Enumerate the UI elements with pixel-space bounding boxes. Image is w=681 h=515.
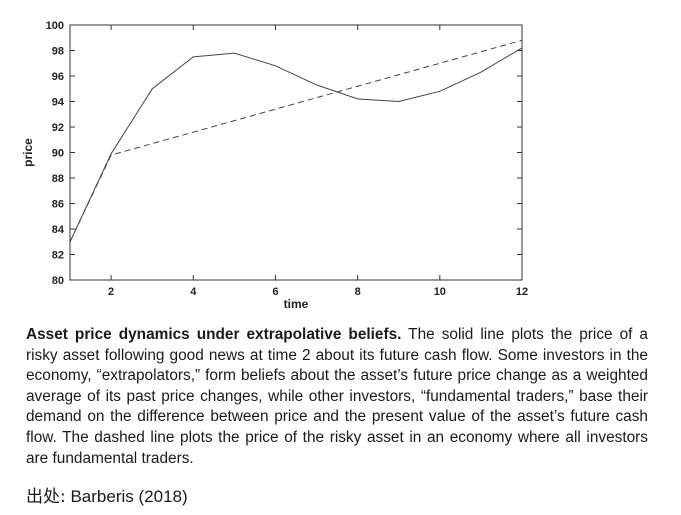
x-axis-ticks: 2 4 6 8 10 12 bbox=[108, 25, 528, 298]
plot-frame bbox=[69, 24, 523, 281]
x-tick-label: 12 bbox=[516, 286, 528, 298]
caption-body: The solid line plots the price of a risk… bbox=[26, 326, 648, 467]
y-tick-label: 92 bbox=[52, 122, 64, 134]
x-tick-label: 4 bbox=[190, 286, 197, 298]
solid-price-line bbox=[69, 47, 523, 243]
y-tick-label: 84 bbox=[52, 224, 65, 236]
caption-title: Asset price dynamics under extrapolative… bbox=[26, 326, 402, 343]
y-axis-ticks: 80 82 84 86 88 90 92 94 96 98 100 bbox=[46, 20, 522, 287]
source-prefix: 出处: bbox=[26, 487, 66, 507]
y-tick-label: 100 bbox=[46, 20, 64, 32]
y-tick-label: 86 bbox=[52, 199, 64, 211]
y-tick-label: 98 bbox=[52, 46, 64, 58]
y-tick-label: 96 bbox=[52, 71, 64, 83]
x-axis-label: time bbox=[284, 297, 309, 311]
source-citation: 出处: Barberis (2018) bbox=[26, 482, 188, 507]
y-tick-label: 80 bbox=[52, 275, 64, 287]
x-tick-label: 8 bbox=[355, 286, 361, 298]
source-text: Barberis (2018) bbox=[70, 487, 188, 506]
x-tick-label: 2 bbox=[108, 286, 114, 298]
dashed-price-line bbox=[69, 39, 523, 243]
y-tick-label: 82 bbox=[52, 250, 64, 262]
y-tick-label: 88 bbox=[52, 173, 64, 185]
y-axis-label: price bbox=[21, 138, 35, 167]
price-chart: 80 82 84 86 88 90 92 94 96 98 100 2 4 6 8 10 12 time pr… bbox=[21, 20, 528, 311]
series-lines bbox=[69, 39, 523, 243]
y-tick-label: 94 bbox=[52, 97, 65, 109]
x-tick-label: 6 bbox=[272, 286, 278, 298]
x-tick-label: 10 bbox=[434, 286, 446, 298]
y-tick-label: 90 bbox=[52, 148, 64, 160]
figure-caption: Asset price dynamics under extrapolative… bbox=[26, 325, 648, 469]
